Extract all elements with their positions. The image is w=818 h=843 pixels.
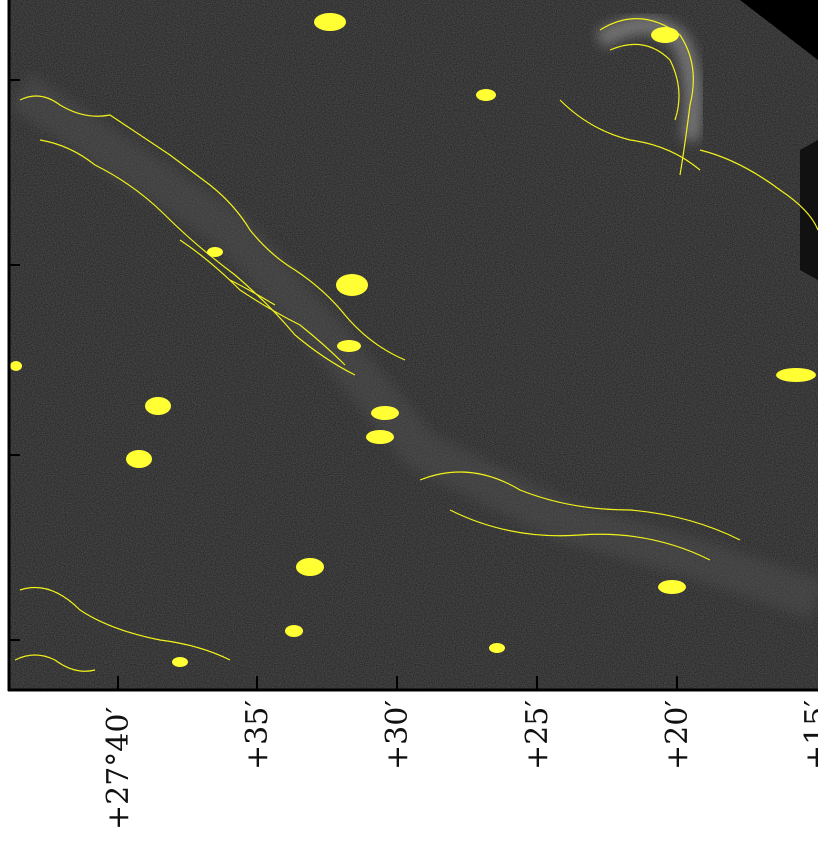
tick-label: +25′	[520, 700, 555, 770]
declination-axis-labels: +27°40′ +35′ +30′ +25′ +20′ +15′	[101, 700, 818, 830]
tick-label: +20′	[660, 700, 695, 770]
source	[207, 247, 223, 257]
source	[337, 340, 361, 352]
source	[336, 274, 368, 296]
source	[489, 643, 505, 653]
source	[658, 580, 686, 594]
source	[651, 27, 679, 43]
tick-label: +35′	[240, 700, 275, 770]
contour-overlay	[14, 18, 818, 672]
source	[776, 368, 816, 382]
point-sources	[10, 13, 816, 667]
source	[10, 361, 22, 371]
tick-label: +30′	[380, 700, 415, 770]
radio-map-image	[10, 0, 818, 690]
tick-label: +15′	[799, 700, 818, 770]
source	[126, 450, 152, 468]
axis-ticks	[9, 79, 678, 690]
source	[296, 558, 324, 576]
tick-label: +27°40′	[101, 707, 136, 830]
source	[366, 430, 394, 444]
source	[314, 13, 346, 31]
source	[145, 397, 171, 415]
source	[476, 89, 496, 101]
source	[172, 657, 188, 667]
source	[371, 406, 399, 420]
source	[285, 625, 303, 637]
